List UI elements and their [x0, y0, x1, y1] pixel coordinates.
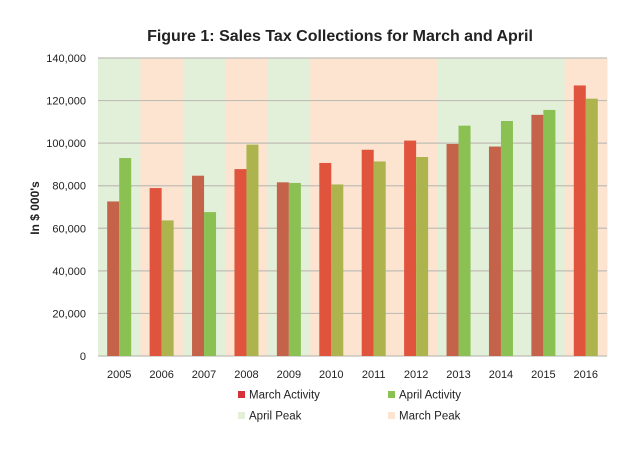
x-tick-label: 2011 [362, 369, 386, 381]
april-activity-bar [458, 125, 471, 356]
april-activity-bar [288, 182, 301, 356]
march-activity-bar [488, 146, 501, 356]
y-tick-label: 20,000 [52, 308, 86, 320]
y-tick-label: 60,000 [52, 223, 86, 235]
y-tick-label: 40,000 [52, 266, 86, 278]
april-activity-bar [246, 144, 259, 356]
april-activity-bar [416, 156, 429, 356]
april-peak-legend-swatch [238, 412, 245, 419]
x-tick-label: 2008 [234, 369, 258, 381]
march-activity-bar [404, 140, 417, 356]
april-activity-bar [119, 158, 132, 356]
april-activity-bar [204, 212, 217, 356]
april-activity-bar [161, 220, 174, 356]
april-activity-bar [585, 98, 598, 357]
x-tick-label: 2007 [192, 369, 216, 381]
y-tick-label: 100,000 [46, 138, 86, 150]
x-tick-label: 2005 [107, 369, 131, 381]
x-tick-label: 2012 [404, 369, 428, 381]
march-peak-legend-swatch [388, 412, 395, 419]
march-activity-bar [446, 143, 459, 356]
march-activity-bar [234, 169, 247, 356]
april-activity-bar [500, 121, 513, 357]
march-activity-bar [107, 201, 120, 356]
march-activity-legend-label: March Activity [249, 390, 320, 402]
march-activity-legend-swatch [238, 391, 245, 398]
x-tick-label: 2006 [149, 369, 173, 381]
april-peak-legend-label: April Peak [249, 411, 302, 423]
chart-title: Figure 1: Sales Tax Collections for Marc… [147, 28, 533, 45]
april-activity-legend-label: April Activity [399, 390, 461, 402]
x-tick-label: 2015 [531, 369, 555, 381]
april-activity-bar [331, 184, 344, 356]
x-tick-label: 2014 [489, 369, 513, 381]
april-activity-legend-swatch [388, 391, 395, 398]
march-activity-bar [149, 188, 162, 356]
y-tick-label: 140,000 [46, 53, 86, 65]
march-activity-bar [276, 182, 289, 356]
march-activity-bar [573, 85, 586, 357]
march-peak-legend-label: March Peak [399, 411, 461, 423]
x-tick-label: 2016 [574, 369, 598, 381]
x-tick-label: 2010 [319, 369, 343, 381]
x-tick-label: 2009 [277, 369, 301, 381]
april-activity-bar [373, 161, 386, 356]
x-tick-label: 2013 [446, 369, 470, 381]
march-activity-bar [192, 175, 205, 356]
march-activity-bar [319, 162, 332, 356]
march-activity-bar [361, 149, 374, 356]
y-tick-label: 0 [80, 351, 86, 363]
y-tick-label: 80,000 [52, 181, 86, 193]
y-tick-label: 120,000 [46, 96, 86, 108]
y-axis-label: In $ 000's [28, 181, 42, 235]
march-activity-bar [531, 114, 544, 356]
april-activity-bar [543, 109, 556, 357]
